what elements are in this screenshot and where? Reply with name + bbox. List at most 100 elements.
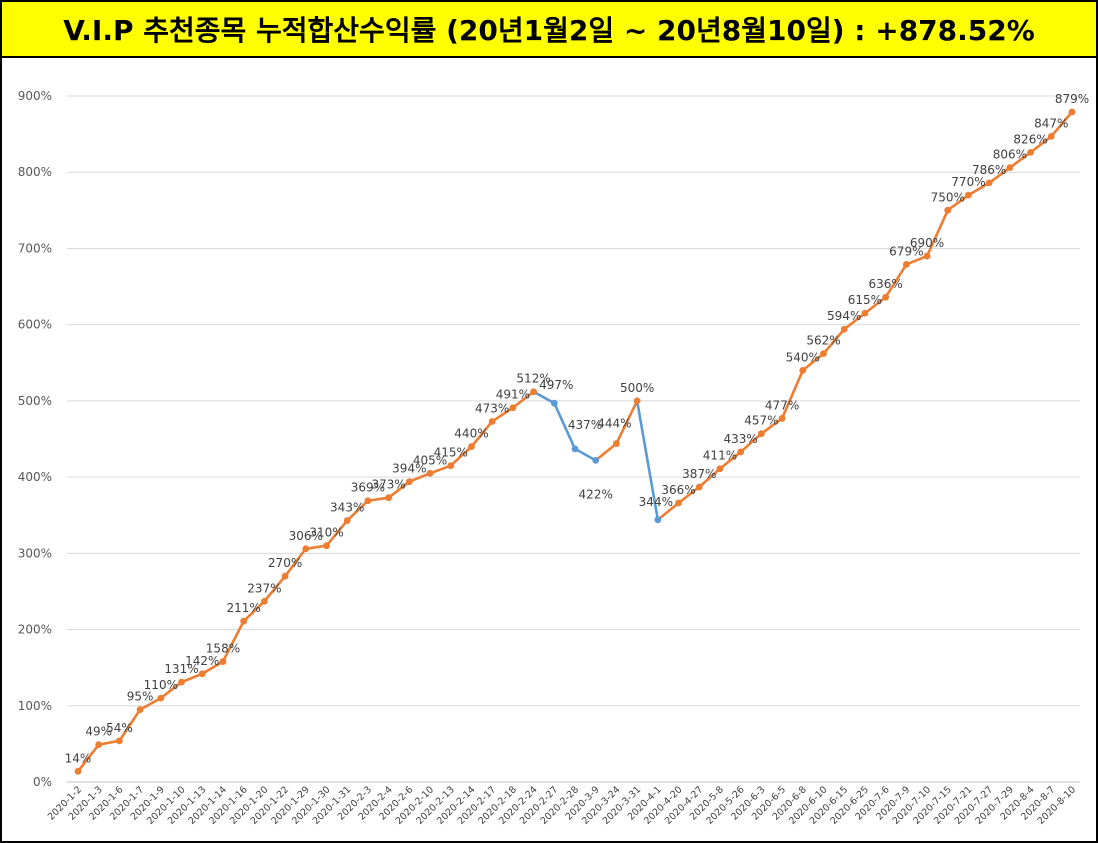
data-point: [654, 516, 662, 524]
data-label: 142%: [185, 654, 219, 668]
series-segment: [408, 471, 432, 483]
data-point: [1047, 132, 1055, 140]
data-point: [633, 397, 641, 405]
series-segment: [490, 406, 515, 423]
series-segment: [884, 263, 908, 299]
data-point: [716, 465, 724, 473]
series-segment: [573, 447, 598, 462]
data-label: 158%: [206, 642, 240, 656]
data-label: 110%: [144, 678, 178, 692]
series-segment: [967, 181, 991, 197]
series-segment: [76, 743, 101, 773]
data-label: 473%: [475, 401, 509, 415]
series-segment: [1049, 110, 1074, 138]
data-label: 366%: [661, 483, 695, 497]
data-point: [323, 542, 330, 550]
series-segment: [987, 166, 1012, 185]
data-point: [116, 737, 123, 745]
data-label: 54%: [106, 721, 133, 735]
data-label: 679%: [889, 244, 923, 258]
series-segment: [594, 442, 618, 462]
data-point: [530, 388, 537, 396]
data-point: [613, 440, 620, 447]
data-label: 394%: [392, 462, 426, 476]
data-point: [965, 191, 972, 199]
data-label: 310%: [309, 526, 343, 540]
series-segment: [304, 544, 328, 551]
data-point: [157, 694, 165, 702]
data-point: [861, 309, 869, 317]
data-label: 131%: [164, 662, 198, 676]
series-segment: [428, 464, 453, 475]
data-point: [1068, 108, 1076, 116]
series-lines: [76, 110, 1074, 773]
x-axis: 2020-1-22020-1-32020-1-62020-1-72020-1-9…: [46, 784, 1078, 827]
data-point: [343, 517, 351, 524]
data-label: 562%: [806, 334, 840, 348]
data-point: [985, 179, 993, 187]
data-label: 879%: [1055, 92, 1089, 106]
data-point: [468, 443, 475, 451]
data-label: 512%: [516, 372, 550, 386]
series-segment: [470, 420, 494, 448]
data-point: [778, 415, 786, 422]
data-point: [944, 206, 952, 214]
series-segment: [138, 696, 163, 711]
y-axis: 0% 100% 200% 300% 400% 500% 600% 700% 800% 900%: [18, 89, 52, 789]
title-bar: V.I.P 추천종목 누적합산수익률 (20년1월2일 ~ 20년8월10일) …: [2, 2, 1096, 58]
series-segment: [925, 209, 950, 258]
data-label: 457%: [744, 414, 778, 428]
data-label: 444%: [597, 417, 631, 431]
data-label: 411%: [703, 449, 737, 463]
data-point: [405, 478, 413, 486]
chart-title: V.I.P 추천종목 누적합산수익률 (20년1월2일 ~ 20년8월10일) …: [63, 14, 1035, 47]
data-point: [757, 430, 765, 438]
series-segment: [842, 311, 867, 331]
data-label: 594%: [827, 309, 861, 323]
series-segment: [221, 619, 245, 663]
series-segment: [615, 399, 639, 445]
series-segment: [118, 708, 142, 743]
series-segment: [283, 547, 308, 578]
y-tick-label: 0%: [33, 775, 52, 789]
data-label: 690%: [910, 236, 944, 250]
data-label: 500%: [620, 381, 654, 395]
y-tick-label: 100%: [18, 699, 52, 713]
data-point: [95, 741, 103, 749]
data-point: [820, 350, 827, 358]
data-point: [240, 617, 248, 625]
data-point: [364, 497, 372, 505]
series-segment: [1008, 151, 1032, 169]
data-label: 95%: [127, 690, 154, 704]
data-point: [840, 325, 848, 333]
series-segment: [200, 660, 225, 676]
series-segment: [532, 390, 556, 405]
data-label: 491%: [496, 388, 530, 402]
series-segment: [801, 352, 825, 372]
data-point: [385, 494, 393, 502]
y-tick-label: 800%: [18, 165, 52, 179]
series-segment: [263, 574, 287, 603]
data-label: 826%: [1013, 132, 1047, 146]
data-label: 369%: [351, 481, 385, 495]
data-point: [136, 706, 144, 713]
data-label: 237%: [247, 581, 281, 595]
data-label: 636%: [868, 277, 902, 291]
series-segment: [635, 399, 660, 522]
data-point: [923, 252, 931, 260]
series-segment: [325, 519, 349, 548]
y-tick-label: 300%: [18, 546, 52, 560]
series-segment: [511, 390, 535, 410]
data-label: 270%: [268, 556, 302, 570]
series-segment: [159, 680, 183, 700]
data-label: 437%: [568, 418, 602, 432]
data-label: 806%: [993, 148, 1027, 162]
data-point: [592, 456, 600, 464]
data-point: [882, 293, 890, 301]
data-label: 344%: [639, 495, 673, 509]
series-segment: [822, 327, 846, 355]
data-point: [302, 545, 310, 553]
data-point: [447, 462, 455, 470]
series-segment: [760, 417, 784, 435]
